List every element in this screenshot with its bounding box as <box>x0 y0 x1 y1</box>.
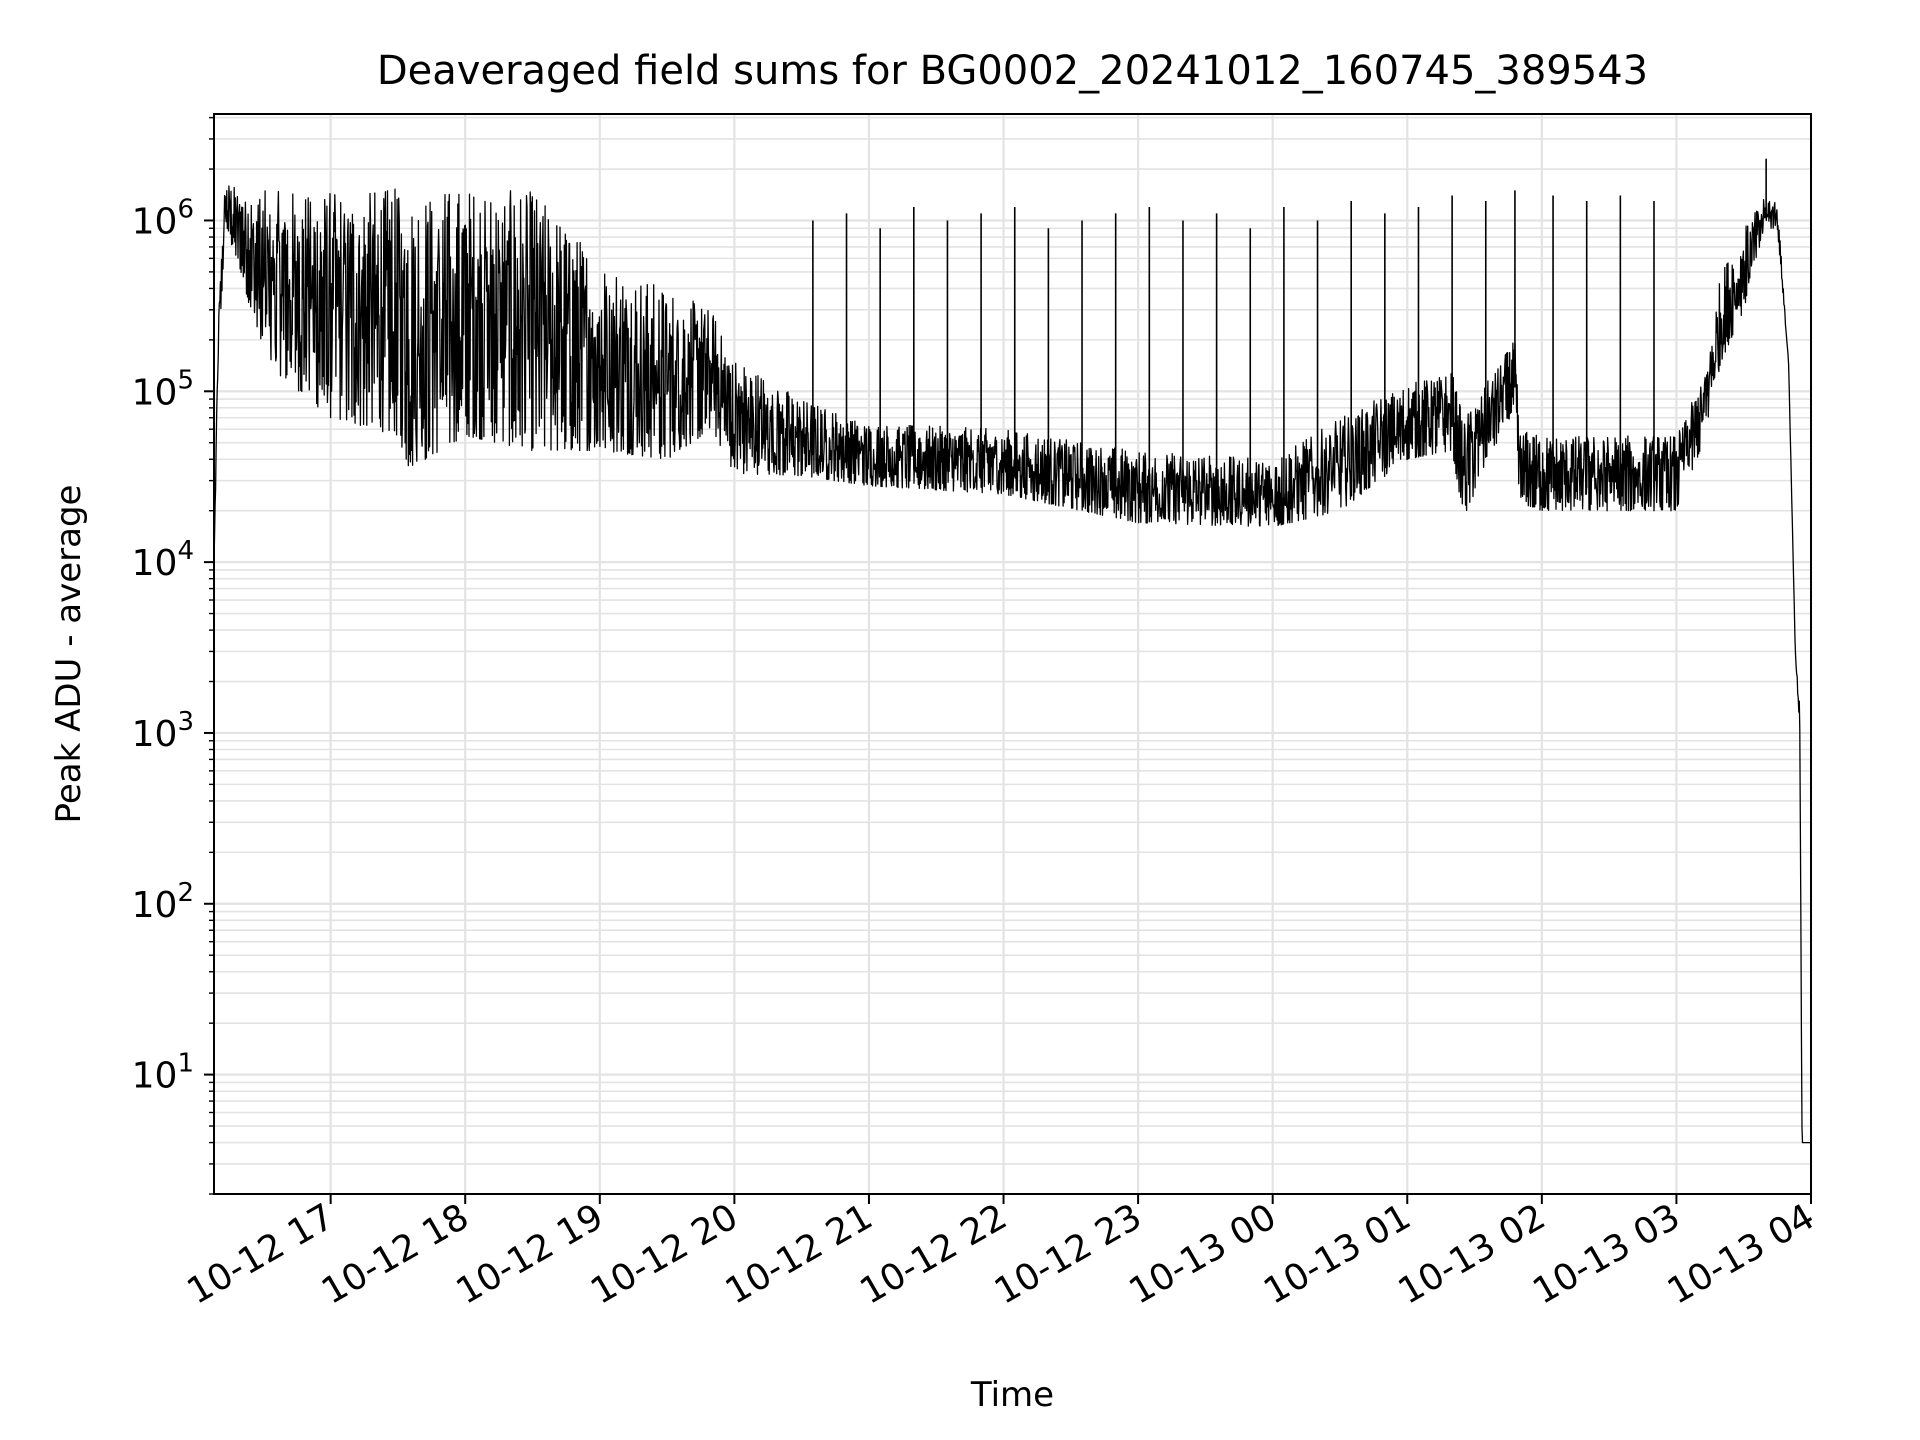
y-tick-label-exponent: 2 <box>177 878 194 908</box>
y-tick-label-exponent: 5 <box>177 365 194 395</box>
plot-frame <box>213 113 1812 1195</box>
series-line <box>213 185 1812 1144</box>
y-tick-label-base: 10 <box>132 201 178 242</box>
y-tick-label-base: 10 <box>132 1056 178 1097</box>
x-axis-label: Time <box>970 1375 1054 1415</box>
data-line <box>213 158 1812 1144</box>
chart-title: Deaveraged field sums for BG0002_2024101… <box>377 48 1648 94</box>
y-tick-label-base: 10 <box>132 372 178 413</box>
y-tick-label: 106 <box>132 194 194 242</box>
y-tick-label-exponent: 6 <box>177 194 194 224</box>
y-axis-label: Peak ADU - average <box>49 485 89 824</box>
y-tick-label-base: 10 <box>132 543 178 584</box>
y-tick-label-exponent: 3 <box>177 707 194 737</box>
y-tick-label-exponent: 4 <box>177 536 194 566</box>
y-tick-label-base: 10 <box>132 714 178 755</box>
y-tick-label-base: 10 <box>132 885 178 926</box>
y-tick-label: 103 <box>132 707 194 755</box>
y-tick-label: 101 <box>132 1049 194 1097</box>
y-tick-label: 102 <box>132 878 194 926</box>
y-tick-label-exponent: 1 <box>177 1049 194 1079</box>
y-tick-label: 105 <box>132 365 194 413</box>
y-tick-label: 104 <box>132 536 194 584</box>
